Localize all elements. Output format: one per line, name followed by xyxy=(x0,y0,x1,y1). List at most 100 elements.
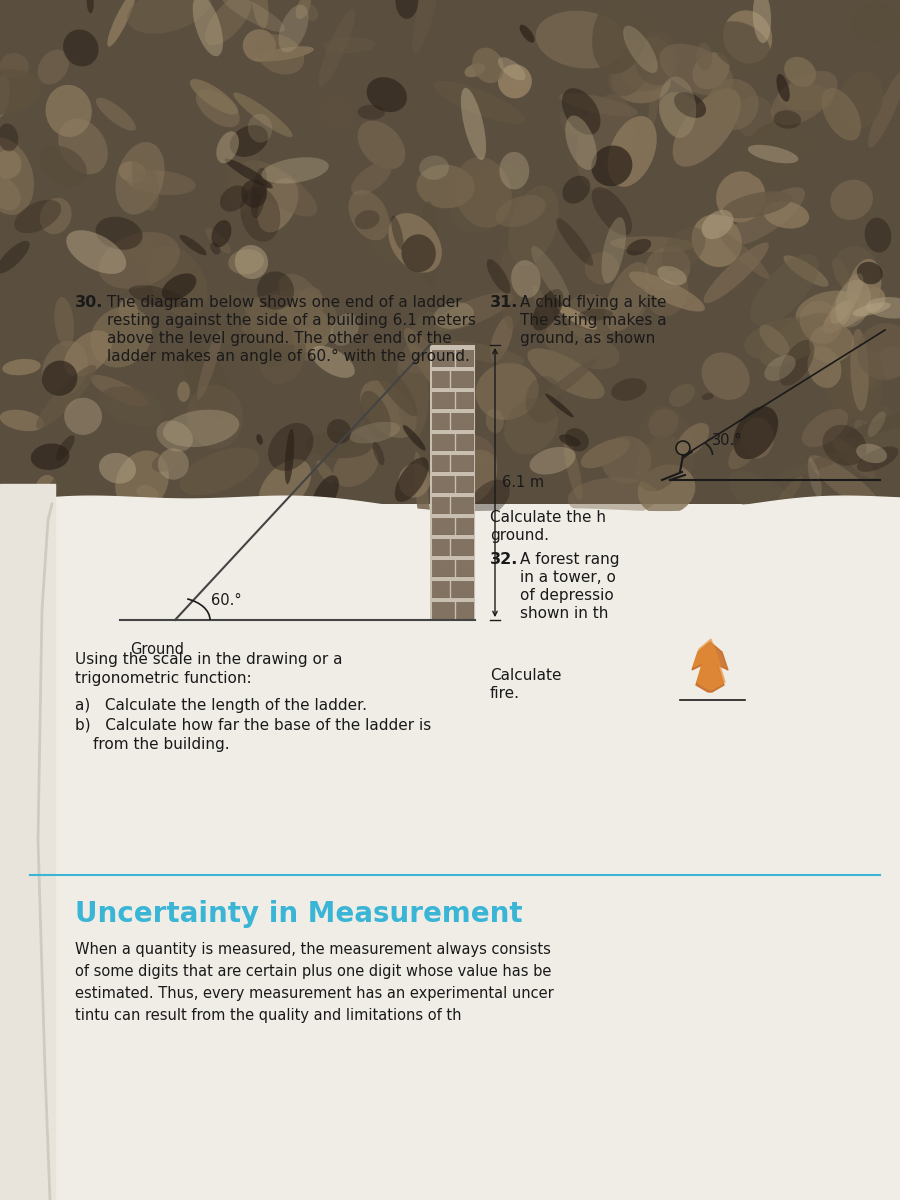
Ellipse shape xyxy=(98,232,180,289)
Ellipse shape xyxy=(659,77,697,138)
Ellipse shape xyxy=(498,58,526,80)
Ellipse shape xyxy=(711,22,770,71)
Ellipse shape xyxy=(0,138,34,215)
Ellipse shape xyxy=(585,252,619,284)
Ellipse shape xyxy=(592,0,648,74)
Ellipse shape xyxy=(279,274,320,313)
Ellipse shape xyxy=(529,446,576,474)
Ellipse shape xyxy=(532,286,562,347)
Ellipse shape xyxy=(179,235,207,256)
Ellipse shape xyxy=(608,116,657,187)
Ellipse shape xyxy=(702,392,714,400)
Ellipse shape xyxy=(672,89,741,167)
Ellipse shape xyxy=(248,114,273,143)
Bar xyxy=(432,581,473,596)
Polygon shape xyxy=(692,642,728,692)
Ellipse shape xyxy=(559,94,638,116)
Bar xyxy=(432,455,473,470)
Ellipse shape xyxy=(500,246,522,330)
Text: When a quantity is measured, the measurement always consists: When a quantity is measured, the measure… xyxy=(75,942,551,958)
Ellipse shape xyxy=(396,343,428,438)
Ellipse shape xyxy=(692,53,730,89)
Ellipse shape xyxy=(844,344,884,392)
Ellipse shape xyxy=(857,323,900,380)
Ellipse shape xyxy=(723,191,792,218)
Bar xyxy=(432,539,473,554)
Bar xyxy=(432,371,473,386)
Ellipse shape xyxy=(256,434,263,445)
Bar xyxy=(432,560,473,576)
Ellipse shape xyxy=(531,246,571,306)
Ellipse shape xyxy=(450,162,525,233)
Ellipse shape xyxy=(257,179,299,233)
Ellipse shape xyxy=(440,341,525,365)
Ellipse shape xyxy=(674,92,706,118)
Ellipse shape xyxy=(764,355,796,380)
Ellipse shape xyxy=(858,287,886,313)
Ellipse shape xyxy=(357,104,385,120)
Ellipse shape xyxy=(41,341,88,397)
Ellipse shape xyxy=(224,286,245,330)
Text: The diagram below shows one end of a ladder: The diagram below shows one end of a lad… xyxy=(107,295,462,310)
Ellipse shape xyxy=(0,53,29,79)
Ellipse shape xyxy=(734,96,773,138)
Ellipse shape xyxy=(434,80,525,124)
Ellipse shape xyxy=(623,25,658,73)
Ellipse shape xyxy=(558,306,597,330)
Ellipse shape xyxy=(565,115,597,170)
Ellipse shape xyxy=(434,293,513,331)
Ellipse shape xyxy=(242,160,317,216)
Ellipse shape xyxy=(229,250,264,275)
Ellipse shape xyxy=(252,0,268,29)
Ellipse shape xyxy=(398,358,431,373)
Ellipse shape xyxy=(576,95,634,191)
Bar xyxy=(432,476,473,492)
Ellipse shape xyxy=(119,299,138,323)
Ellipse shape xyxy=(562,88,600,134)
Text: in a tower, o: in a tower, o xyxy=(520,570,616,584)
Ellipse shape xyxy=(741,418,774,458)
Ellipse shape xyxy=(107,0,135,47)
Ellipse shape xyxy=(255,47,314,61)
Ellipse shape xyxy=(807,347,842,388)
Ellipse shape xyxy=(657,266,687,286)
Ellipse shape xyxy=(180,448,259,496)
Ellipse shape xyxy=(868,412,886,437)
Ellipse shape xyxy=(866,298,900,318)
Ellipse shape xyxy=(0,70,41,115)
Ellipse shape xyxy=(373,228,403,263)
Bar xyxy=(432,350,473,366)
Ellipse shape xyxy=(865,217,891,252)
Ellipse shape xyxy=(403,425,426,450)
Ellipse shape xyxy=(765,475,803,526)
Bar xyxy=(432,392,473,408)
Ellipse shape xyxy=(544,325,619,370)
Text: trigonometric function:: trigonometric function: xyxy=(75,671,252,686)
Text: ladder makes an angle of 60.° with the ground.: ladder makes an angle of 60.° with the g… xyxy=(107,349,470,364)
Ellipse shape xyxy=(444,434,497,493)
Ellipse shape xyxy=(205,228,231,253)
Ellipse shape xyxy=(876,347,900,378)
Ellipse shape xyxy=(839,72,883,130)
Ellipse shape xyxy=(190,79,239,115)
Ellipse shape xyxy=(294,287,324,328)
Ellipse shape xyxy=(388,214,442,272)
Ellipse shape xyxy=(300,320,319,360)
Text: 30.°: 30.° xyxy=(712,433,742,448)
Ellipse shape xyxy=(152,449,185,472)
Text: tintu can result from the quality and limitations of th: tintu can result from the quality and li… xyxy=(75,1008,462,1022)
Ellipse shape xyxy=(63,30,99,66)
Ellipse shape xyxy=(0,150,22,179)
Ellipse shape xyxy=(0,76,10,119)
Ellipse shape xyxy=(701,353,750,400)
Ellipse shape xyxy=(802,409,848,446)
Text: shown in th: shown in th xyxy=(520,606,608,622)
Ellipse shape xyxy=(414,451,431,551)
Ellipse shape xyxy=(31,444,69,470)
Ellipse shape xyxy=(608,48,651,96)
Ellipse shape xyxy=(704,242,769,304)
Bar xyxy=(432,497,473,514)
Ellipse shape xyxy=(348,190,390,240)
Ellipse shape xyxy=(638,406,695,492)
Text: Uncertainty in Measurement: Uncertainty in Measurement xyxy=(75,900,523,928)
